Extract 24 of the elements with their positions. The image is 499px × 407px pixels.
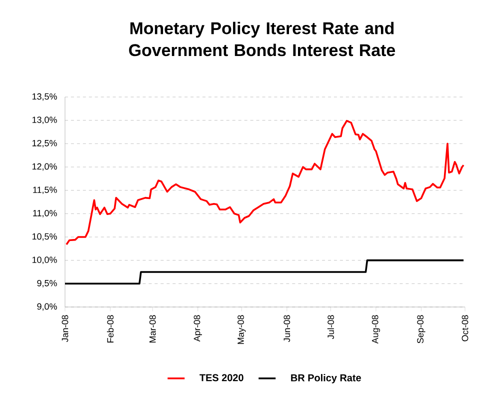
legend-label: BR Policy Rate [291,374,361,384]
x-tick-label: Sep-08 [417,315,426,344]
y-tick-label: 9,5% [37,280,57,288]
x-tick-label: Aug-08 [372,315,380,344]
x-tick-label: Feb-08 [106,315,114,342]
x-tick-label: Oct-08 [462,315,468,342]
line-series [66,120,464,246]
chart-title: Monetary Policy Iterest Rate and Government Bonds Interest Rate [129,22,396,56]
y-tick-label: 13,0% [32,116,57,124]
y-tick-label: 13,5% [32,93,57,101]
y-tick-label: 12,5% [32,140,57,148]
x-tick-label: Jul-08 [327,315,334,340]
y-tick-label: 10,0% [32,256,57,264]
y-tick-label: 12,0% [32,163,57,171]
x-tick-label: May-08 [238,315,246,344]
x-tick-label: Jun-08 [284,315,290,342]
y-tick-label: 10,5% [32,233,57,241]
y-tick-label: 11,5% [33,186,57,194]
y-tick-label: 11,0% [33,210,57,218]
y-tick-label: 9,0% [37,303,57,311]
x-tick-label: Jan-08 [62,315,68,342]
x-tick-label: Apr-08 [194,315,202,342]
x-tick-label: Mar-08 [149,315,156,342]
legend-label: TES 2020 [200,374,244,382]
